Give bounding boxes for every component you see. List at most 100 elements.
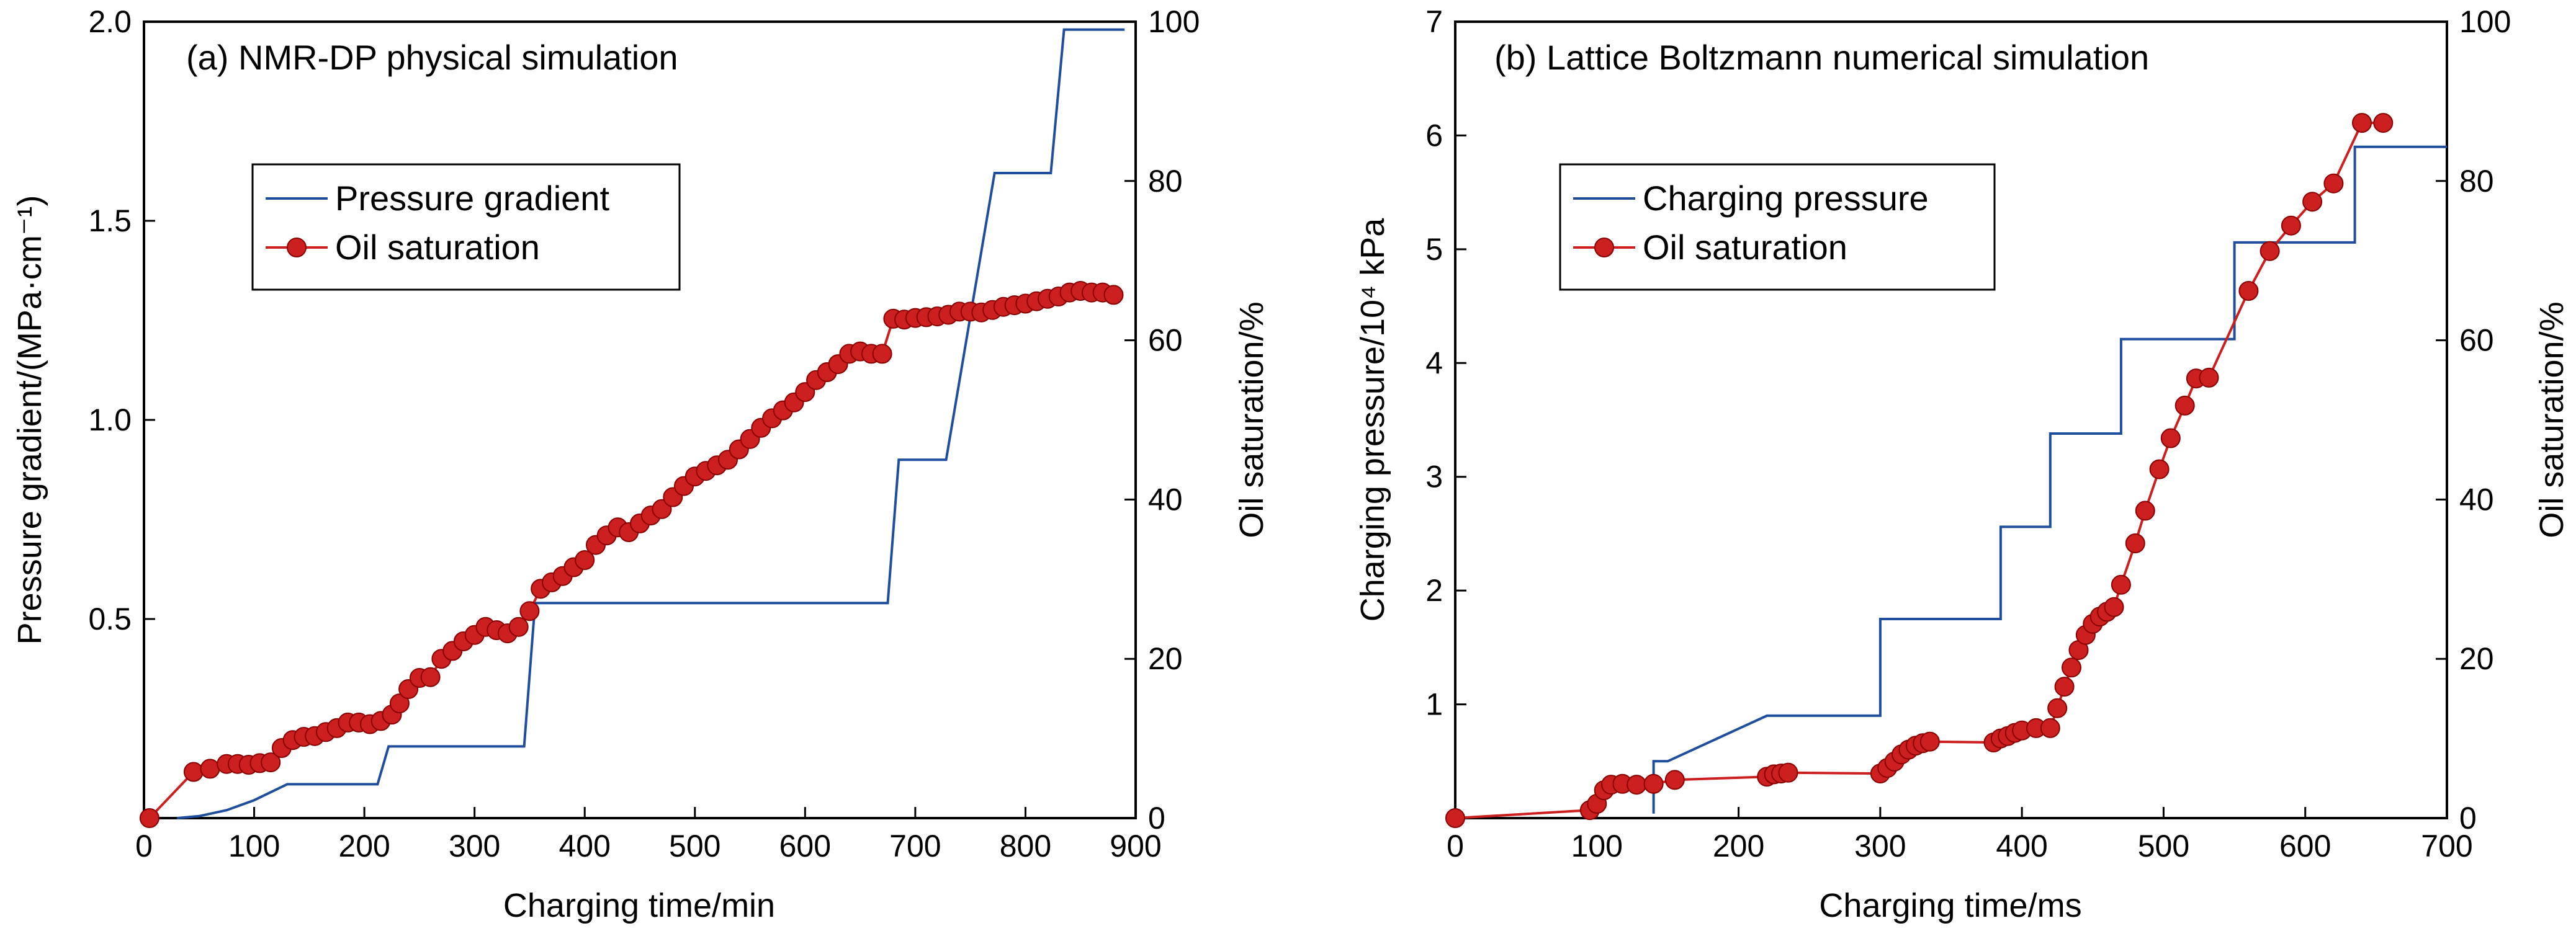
data-point-oil-saturation-b xyxy=(2104,597,2124,617)
left-y-tick-label-b: 4 xyxy=(1425,345,1443,380)
data-point-oil-saturation-a xyxy=(519,601,540,621)
legend-label-pressure-gradient: Pressure gradient xyxy=(335,179,609,218)
data-point-oil-saturation-b xyxy=(2054,677,2075,697)
x-tick-label-a: 200 xyxy=(338,829,390,863)
x-tick-label-a: 800 xyxy=(1000,829,1051,863)
data-point-oil-saturation-a xyxy=(183,762,204,782)
data-point-oil-saturation-a xyxy=(200,759,220,779)
legend-box-b xyxy=(1559,163,1996,291)
data-point-oil-saturation-b xyxy=(1778,762,1798,783)
legend-b: Charging pressure Oil saturation xyxy=(1559,163,1996,291)
right-y-tick-label-a: 0 xyxy=(1148,801,1165,835)
left-y-tick-label-a: 2.0 xyxy=(88,4,132,39)
series-layer-b xyxy=(1445,113,2447,828)
x-tick-label-a: 300 xyxy=(449,829,500,863)
data-point-oil-saturation-a xyxy=(508,617,529,637)
left-axis-label-a: Pressure gradient/(MPa·cm⁻¹) xyxy=(11,195,48,645)
left-y-tick-label-a: 1.0 xyxy=(88,403,132,437)
right-axis-label-b: Oil saturation/% xyxy=(2533,301,2570,538)
x-tick-label-b: 0 xyxy=(1447,829,1464,863)
legend-label-oil-saturation-b: Oil saturation xyxy=(1643,228,1847,267)
right-y-tick-label-a: 60 xyxy=(1148,323,1183,358)
legend-label-oil-saturation-a: Oil saturation xyxy=(335,228,540,267)
series-layer-a xyxy=(139,28,1125,828)
left-axis-label-b: Charging pressure/10⁴ kPa xyxy=(1354,218,1391,622)
data-point-oil-saturation-b xyxy=(2125,533,2145,553)
data-point-oil-saturation-b xyxy=(2373,113,2394,133)
right-y-tick-label-a: 40 xyxy=(1148,482,1183,517)
right-y-tick-label-b: 60 xyxy=(2459,323,2494,358)
right-y-tick-label-b: 100 xyxy=(2459,4,2511,39)
data-point-oil-saturation-b xyxy=(2302,192,2323,212)
left-y-tick-label-a: 1.5 xyxy=(88,203,132,238)
legend-box-a xyxy=(251,163,681,291)
data-point-oil-saturation-b xyxy=(2281,215,2301,236)
x-tick-label-a: 900 xyxy=(1110,829,1161,863)
legend-a: Pressure gradient Oil saturation xyxy=(251,163,681,291)
x-tick-label-a: 400 xyxy=(559,829,611,863)
x-tick-label-a: 500 xyxy=(669,829,720,863)
data-point-oil-saturation-a xyxy=(139,808,159,828)
x-tick-label-b: 600 xyxy=(2279,829,2331,863)
x-axis-label-a: Charging time/min xyxy=(503,887,775,924)
x-tick-label-a: 600 xyxy=(779,829,831,863)
left-y-tick-label-b: 6 xyxy=(1425,118,1443,153)
data-point-oil-saturation-b xyxy=(2149,459,2170,479)
data-point-oil-saturation-b xyxy=(2040,718,2060,738)
left-y-tick-label-b: 2 xyxy=(1425,573,1443,608)
data-point-oil-saturation-b xyxy=(1627,775,1647,795)
left-y-tick-label-b: 5 xyxy=(1425,232,1443,267)
right-y-tick-label-b: 40 xyxy=(2459,482,2494,517)
data-point-oil-saturation-b xyxy=(1919,731,1940,752)
right-y-tick-label-b: 80 xyxy=(2459,164,2494,198)
x-tick-label-a: 0 xyxy=(135,829,153,863)
x-tick-label-b: 100 xyxy=(1571,829,1623,863)
right-y-tick-label-a: 80 xyxy=(1148,164,1183,198)
data-point-oil-saturation-b xyxy=(2135,501,2155,521)
data-point-oil-saturation-a xyxy=(261,752,281,773)
left-y-tick-label-a: 0.5 xyxy=(88,602,132,636)
ticks-a: 0 100 200 300 400 500 600 700 800 9000.51.01.52.0… xyxy=(88,4,1200,863)
chart-panel-b: (b) Lattice Boltzmann numerical simulati… xyxy=(1354,4,2570,924)
left-y-tick-label-b: 7 xyxy=(1425,4,1443,39)
series-line-pressure-gradient-a xyxy=(177,28,1125,819)
data-point-oil-saturation-b xyxy=(2238,281,2259,301)
right-y-tick-label-a: 20 xyxy=(1148,641,1183,676)
data-point-oil-saturation-b xyxy=(1664,770,1685,790)
data-point-oil-saturation-b xyxy=(2111,574,2131,595)
data-point-oil-saturation-b xyxy=(2160,428,2181,448)
x-tick-label-b: 500 xyxy=(2138,829,2189,863)
chart-panel-a: (a) NMR-DP physical simulation Charging … xyxy=(11,4,1270,924)
right-y-tick-label-b: 20 xyxy=(2459,641,2494,676)
data-point-oil-saturation-b xyxy=(2352,113,2372,133)
plot-frame-a xyxy=(143,20,1137,819)
x-tick-label-a: 100 xyxy=(228,829,280,863)
panel-title-b: (b) Lattice Boltzmann numerical simulati… xyxy=(1494,38,2149,77)
data-point-oil-saturation-a xyxy=(1103,285,1124,305)
x-tick-label-b: 700 xyxy=(2421,829,2472,863)
left-y-tick-label-b: 1 xyxy=(1425,687,1443,722)
panel-title-a: (a) NMR-DP physical simulation xyxy=(186,38,678,77)
x-tick-label-b: 300 xyxy=(1854,829,1906,863)
data-point-oil-saturation-a xyxy=(575,550,595,570)
right-y-tick-label-b: 0 xyxy=(2459,801,2477,835)
data-point-oil-saturation-a xyxy=(872,344,892,364)
x-tick-label-b: 200 xyxy=(1713,829,1764,863)
x-tick-label-a: 700 xyxy=(889,829,941,863)
plot-frame-b xyxy=(1454,20,2448,819)
x-tick-label-b: 400 xyxy=(1996,829,2047,863)
data-point-oil-saturation-a xyxy=(389,693,410,714)
ticks-b: 0 100 200 300 400 500 600 700 1 2 3 4 5 6 7 0 20 40 60 80 10… xyxy=(1425,4,2511,863)
data-point-oil-saturation-b xyxy=(2047,698,2068,718)
data-point-oil-saturation-b xyxy=(1643,773,1664,794)
right-axis-label-a: Oil saturation/% xyxy=(1233,301,1270,538)
data-point-oil-saturation-b xyxy=(1445,808,1465,828)
legend-marker-oil-saturation-a xyxy=(287,238,307,257)
data-point-oil-saturation-b xyxy=(2260,241,2280,261)
legend-marker-oil-saturation-b xyxy=(1594,238,1614,257)
data-point-oil-saturation-b xyxy=(2174,395,2195,416)
data-point-oil-saturation-a xyxy=(420,667,441,687)
left-y-tick-label-b: 3 xyxy=(1425,460,1443,494)
data-point-oil-saturation-b xyxy=(2199,367,2219,388)
